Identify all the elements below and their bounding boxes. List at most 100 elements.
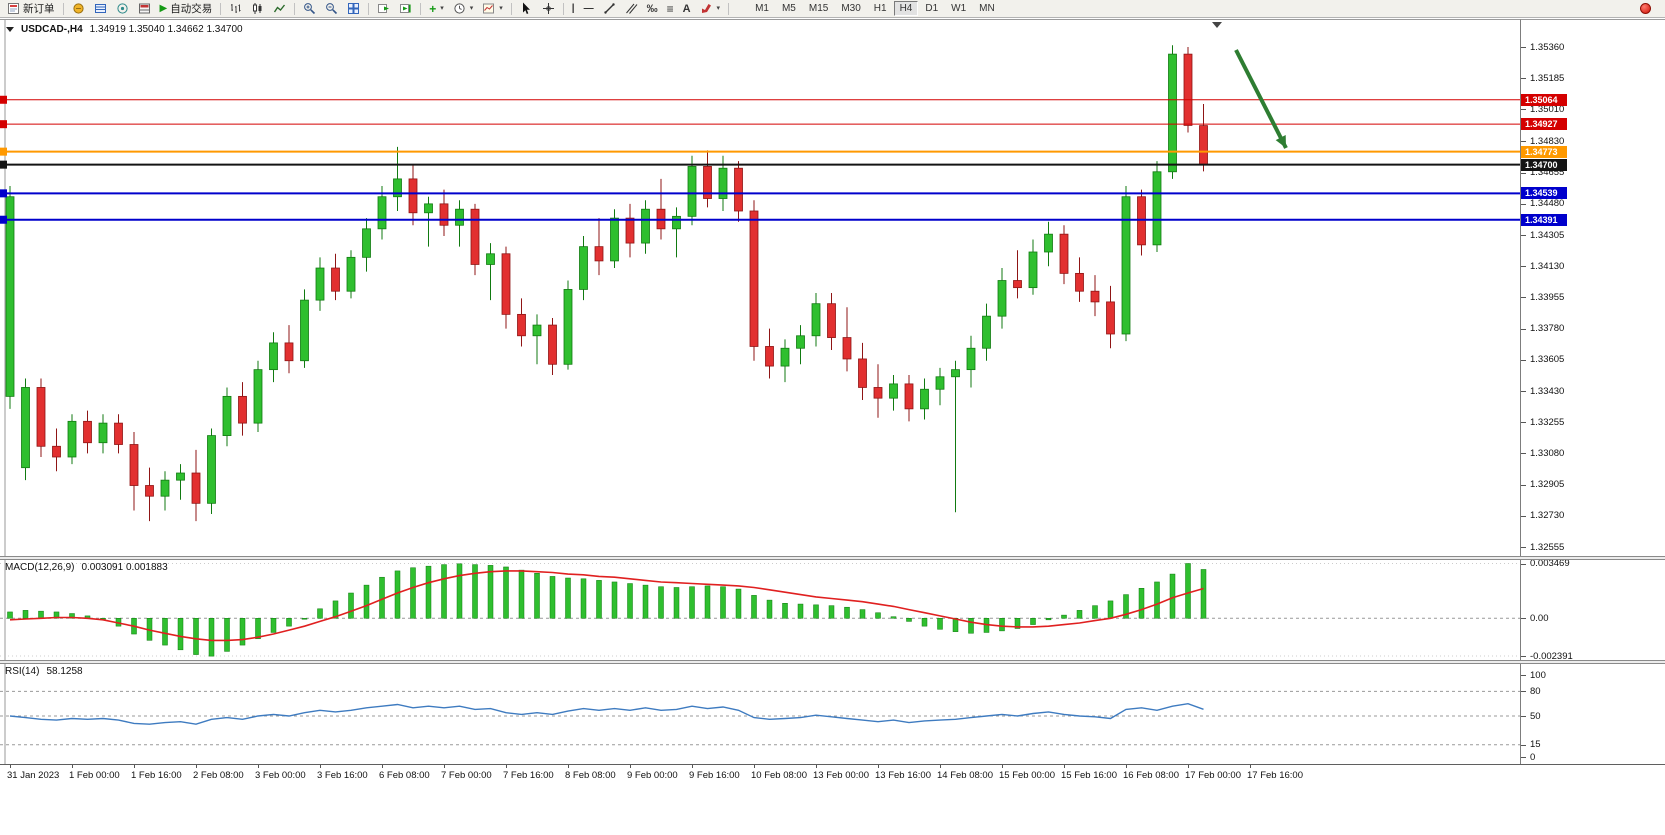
rsi-label: RSI(14) 58.1258 xyxy=(5,666,83,677)
timeframe-w1-button[interactable]: W1 xyxy=(951,3,967,14)
rsi-tick xyxy=(1521,757,1526,758)
time-tick xyxy=(134,765,135,768)
timeframe-m30-button[interactable]: M30 xyxy=(841,3,861,14)
terminal-button[interactable] xyxy=(134,1,155,17)
macd-tick-label: -0.002391 xyxy=(1530,650,1573,662)
auto-trading-label: 自动交易 xyxy=(170,3,213,15)
rsi-chart-canvas[interactable] xyxy=(0,664,1520,764)
text-tool-button[interactable]: A xyxy=(679,1,695,17)
new-order-button[interactable]: 新订单 xyxy=(3,1,59,17)
time-tick xyxy=(1002,765,1003,768)
timeframe-h1-button[interactable]: H1 xyxy=(873,3,887,14)
rsi-axis[interactable]: 100 80 50 15 0 xyxy=(1520,664,1665,764)
macd-axis[interactable]: 0.003469 0.00 -0.002391 xyxy=(1520,558,1665,662)
toolbar-separator xyxy=(562,2,564,15)
periods-button[interactable]: ▾ xyxy=(449,1,478,17)
auto-trading-button[interactable]: ▶ 自动交易 xyxy=(156,1,217,17)
channel-tool-button[interactable] xyxy=(621,1,642,17)
auto-scroll-button[interactable] xyxy=(373,1,394,17)
price-line-tag: 1.34927 xyxy=(1521,118,1567,131)
price-tick-label: 1.33255 xyxy=(1530,416,1565,428)
market-watch-button[interactable] xyxy=(68,1,89,17)
time-label: 9 Feb 00:00 xyxy=(627,770,678,781)
price-tick xyxy=(1521,453,1526,455)
time-label: 3 Feb 16:00 xyxy=(317,770,368,781)
zoom-in-button[interactable] xyxy=(299,1,320,17)
one-click-trading-toggle-icon[interactable] xyxy=(6,27,14,32)
time-label: 3 Feb 00:00 xyxy=(255,770,306,781)
fibonacci-tool-button[interactable]: ‰ xyxy=(643,1,662,17)
price-tick xyxy=(1521,235,1526,237)
zoom-out-button[interactable] xyxy=(321,1,342,17)
chevron-down-icon: ▾ xyxy=(469,4,474,12)
crosshair-button[interactable] xyxy=(538,1,559,17)
price-tick xyxy=(1521,141,1526,143)
navigator-button[interactable] xyxy=(112,1,133,17)
panel-splitter[interactable] xyxy=(0,556,1665,560)
price-tick-label: 1.34830 xyxy=(1530,135,1565,147)
timeframe-m5-button[interactable]: M5 xyxy=(781,3,796,14)
templates-button[interactable]: ▾ xyxy=(478,1,507,17)
price-axis[interactable]: 1.35360 1.35185 1.35010 1.34830 1.34655 1.344… xyxy=(1520,19,1665,556)
cycle-lines-tool-button[interactable]: ≡ xyxy=(663,1,678,17)
chevron-down-icon: ▾ xyxy=(499,4,503,12)
equidistant-lines-icon: ≡ xyxy=(666,1,674,16)
price-tick xyxy=(1521,328,1526,330)
toolbar-separator xyxy=(728,2,730,15)
timeframe-h4-button[interactable]: H4 xyxy=(893,1,919,16)
panel-splitter[interactable] xyxy=(0,660,1665,664)
macd-tick-label: 0.003469 xyxy=(1530,558,1570,569)
vertical-line-tool-button[interactable]: | xyxy=(568,1,579,17)
rsi-tick-label: 100 xyxy=(1530,669,1546,681)
time-label: 16 Feb 08:00 xyxy=(1123,770,1179,781)
cursor-button[interactable] xyxy=(516,1,537,17)
indicators-button[interactable]: + ▾ xyxy=(425,1,448,17)
timeframe-m1-button[interactable]: M1 xyxy=(755,3,769,14)
timeframe-m15-button[interactable]: M15 xyxy=(808,3,829,14)
time-label: 8 Feb 08:00 xyxy=(565,770,616,781)
chart-shift-marker xyxy=(1212,22,1222,28)
time-axis[interactable]: 31 Jan 2023 1 Feb 00:00 1 Feb 16:00 2 Feb 0… xyxy=(0,764,1665,784)
time-tick xyxy=(940,765,941,768)
chart-shift-button[interactable] xyxy=(395,1,416,17)
tile-windows-button[interactable] xyxy=(343,1,364,17)
price-tick-label: 1.33780 xyxy=(1530,323,1565,335)
macd-tick xyxy=(1521,563,1526,565)
arrows-tool-button[interactable]: ▾ xyxy=(696,1,725,17)
horizontal-line-tool-button[interactable]: — xyxy=(580,1,598,17)
time-label: 15 Feb 16:00 xyxy=(1061,770,1117,781)
trendline-icon xyxy=(603,2,616,15)
price-tick xyxy=(1521,297,1526,299)
price-tick-label: 1.35185 xyxy=(1530,72,1565,84)
time-label: 14 Feb 08:00 xyxy=(937,770,993,781)
rsi-tick-label: 80 xyxy=(1530,685,1541,697)
toolbar-separator xyxy=(510,2,512,15)
time-label: 2 Feb 08:00 xyxy=(193,770,244,781)
macd-panel[interactable]: MACD(12,26,9) 0.003091 0.001883 xyxy=(0,560,1520,660)
candlestick-chart-canvas[interactable] xyxy=(0,20,1520,557)
rsi-tick xyxy=(1521,744,1526,746)
trendline-tool-button[interactable] xyxy=(599,1,620,17)
macd-label: MACD(12,26,9) 0.003091 0.001883 xyxy=(5,562,168,573)
price-tick xyxy=(1521,484,1526,486)
data-window-button[interactable] xyxy=(90,1,111,17)
price-tick xyxy=(1521,266,1526,268)
add-indicator-icon: + xyxy=(429,1,437,16)
macd-tick xyxy=(1521,618,1526,620)
line-chart-mode-button[interactable] xyxy=(269,1,290,17)
macd-chart-canvas[interactable] xyxy=(0,560,1520,660)
rsi-tick xyxy=(1521,691,1526,693)
timeframe-d1-button[interactable]: D1 xyxy=(925,3,939,14)
connection-status-icon xyxy=(1640,3,1651,14)
time-tick xyxy=(444,765,445,768)
bar-chart-mode-button[interactable] xyxy=(225,1,246,17)
toolbar-separator xyxy=(294,2,296,15)
candlestick-mode-button[interactable] xyxy=(247,1,268,17)
time-label: 13 Feb 16:00 xyxy=(875,770,931,781)
rsi-panel[interactable]: RSI(14) 58.1258 xyxy=(0,664,1520,764)
timeframe-mn-button[interactable]: MN xyxy=(979,3,995,14)
main-chart-panel[interactable]: USDCAD-,H4 1.34919 1.35040 1.34662 1.347… xyxy=(0,19,1520,557)
timeframe-group: M1 M5 M15 M30 H1 H4 D1 W1 MN xyxy=(749,1,1001,16)
rsi-tick-label: 50 xyxy=(1530,710,1541,722)
time-tick xyxy=(754,765,755,768)
